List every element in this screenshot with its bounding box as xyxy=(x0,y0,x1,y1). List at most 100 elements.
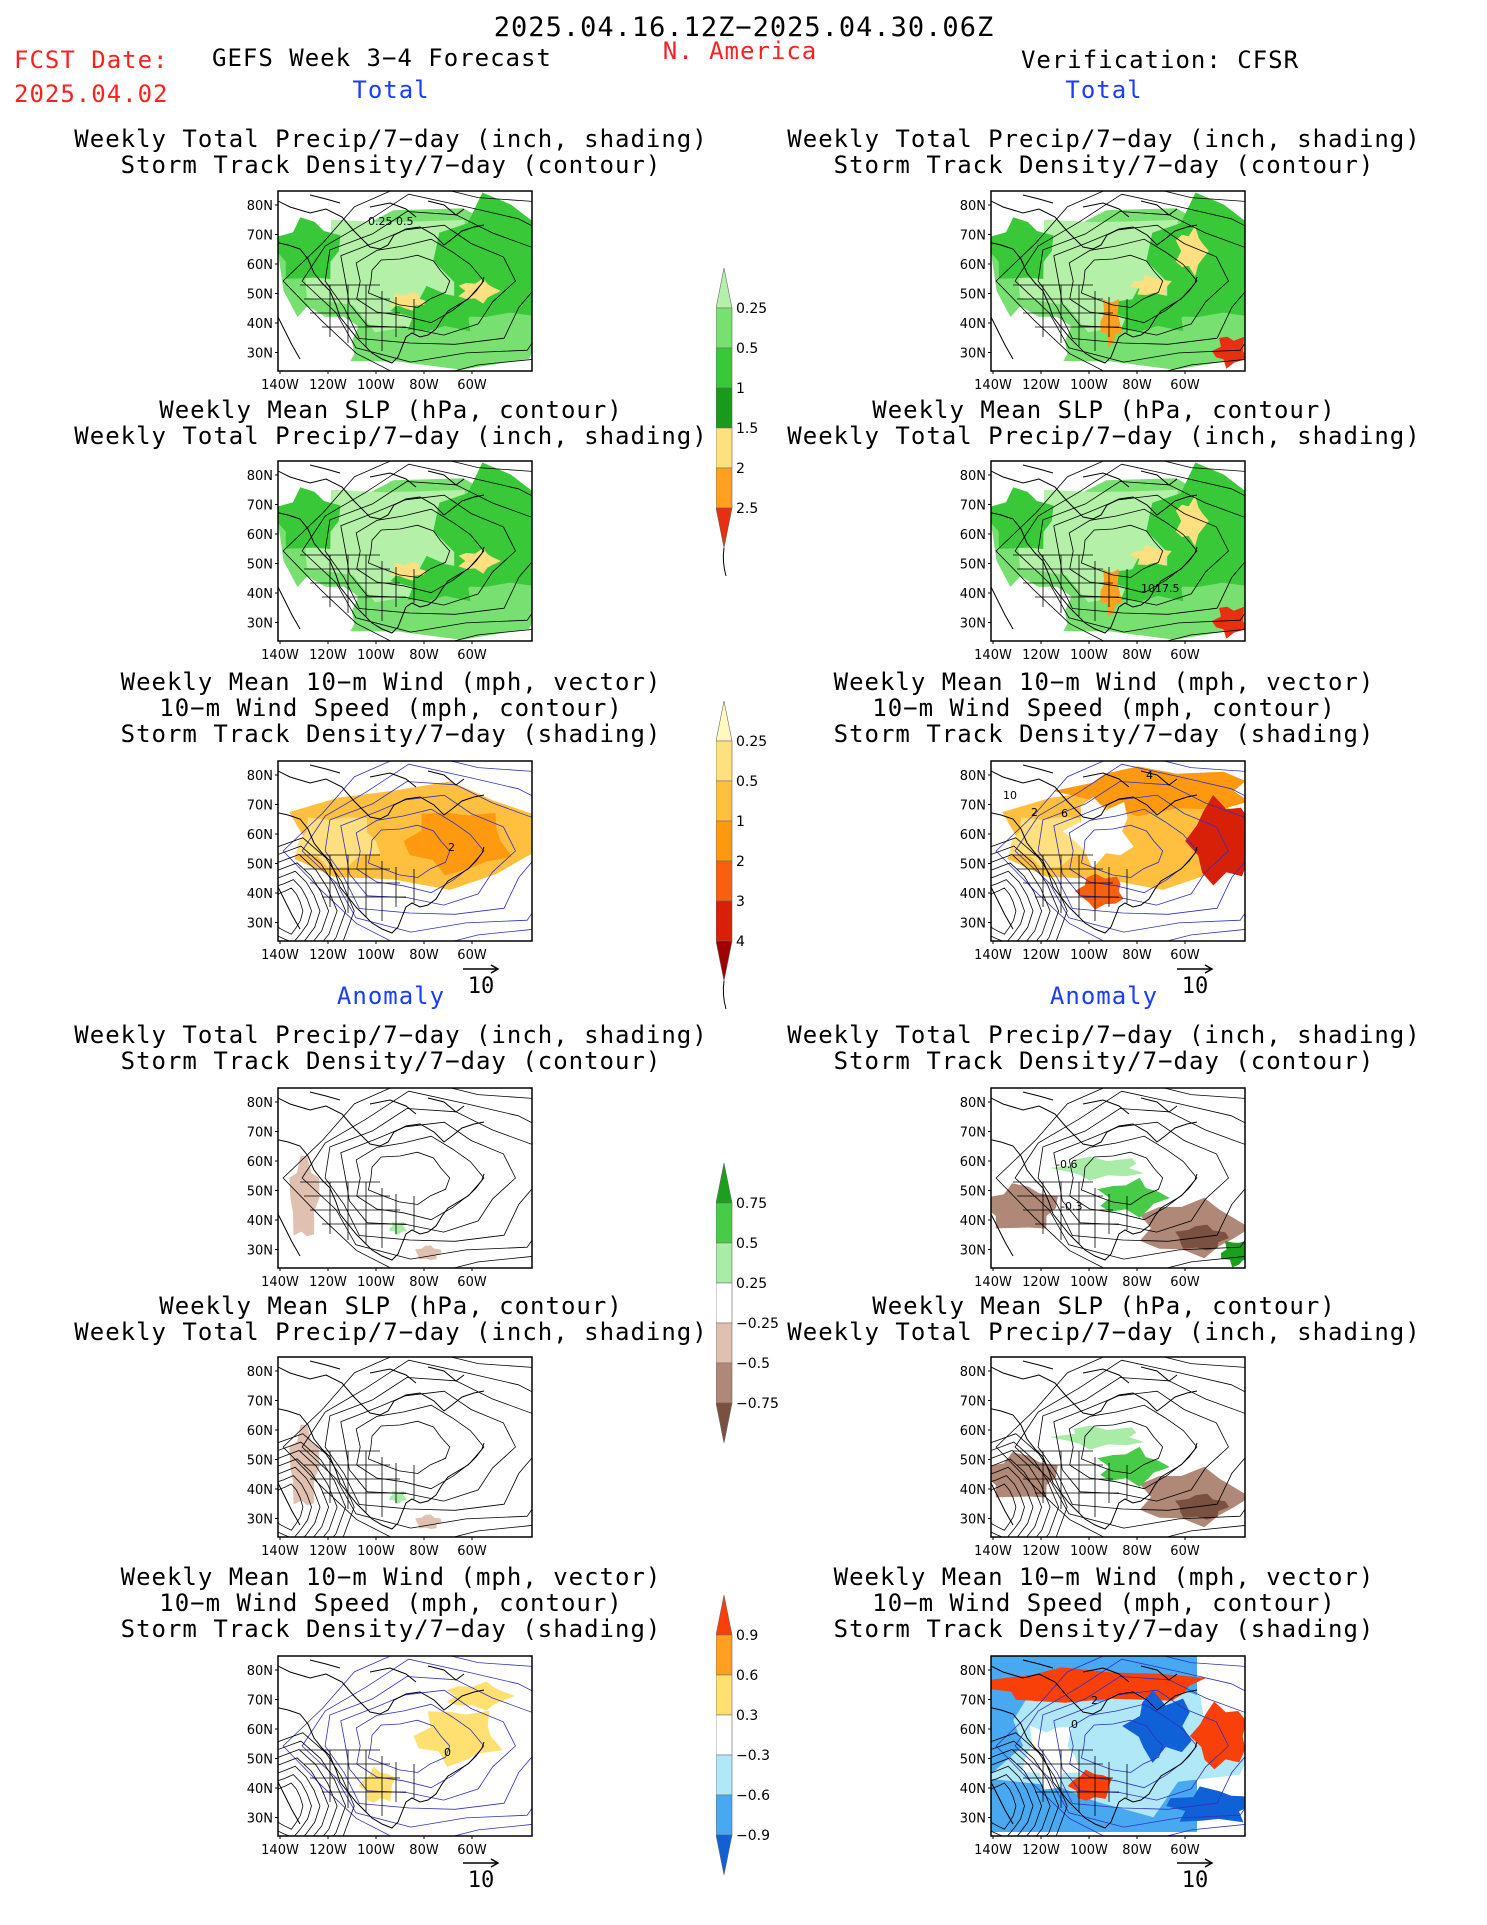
lon-tick-label: 80W xyxy=(1122,948,1152,963)
contour-line xyxy=(278,1450,338,1537)
contour-line xyxy=(367,254,451,308)
contour-line xyxy=(301,193,532,363)
contour-line xyxy=(324,211,532,345)
arrow-right-icon xyxy=(463,964,500,974)
lat-tick-label: 70N xyxy=(247,499,273,514)
precip-shading xyxy=(389,291,426,311)
coastline xyxy=(278,194,485,364)
lon-tick-label: 60W xyxy=(457,378,487,393)
lon-tick-label: 100W xyxy=(1070,1275,1108,1290)
lon-tick-label: 60W xyxy=(457,1544,487,1559)
precip-shading xyxy=(1129,544,1172,566)
panel-title: Storm Track Density/7−day (contour) xyxy=(833,151,1375,179)
contour-line xyxy=(991,1765,1034,1836)
colorbar-segment xyxy=(715,1202,733,1244)
lat-tick-label: 50N xyxy=(960,288,986,303)
contour-line xyxy=(1037,481,1245,615)
storm-shading xyxy=(1053,766,1245,817)
contour-line xyxy=(991,837,1068,941)
colorbar-segment xyxy=(715,1594,733,1636)
map-field xyxy=(278,1656,532,1836)
map-fcst-total-slp-precip: 80N 70N 60N 50N 40N 30N 140W 120W 100W 80W 60W xyxy=(230,457,536,669)
coastline xyxy=(278,1707,301,1825)
lat-tick-label: 30N xyxy=(247,617,273,632)
panel-title: 10−m Wind Speed (mph, contour) xyxy=(872,694,1336,722)
lat-tick-label: 40N xyxy=(960,587,986,602)
coastline xyxy=(278,1139,301,1257)
panel-title: Weekly Total Precip/7−day (inch, shading… xyxy=(74,125,708,153)
coastline xyxy=(278,1408,301,1526)
lon-tick-label: 100W xyxy=(1070,948,1108,963)
contour-line xyxy=(1037,211,1245,345)
map-fcst-total-precip-storm: 80N 70N 60N 50N 40N 30N 140W 120W 100W 80W 60W 0.25… xyxy=(230,187,536,399)
map-obs-total-precip-storm: 80N 70N 60N 50N 40N 30N 140W 120W 100W 80W 60W xyxy=(943,187,1249,399)
vector-reference-label: 10 xyxy=(467,974,495,999)
state-borders xyxy=(1013,284,1128,351)
lat-tick-label: 30N xyxy=(247,917,273,932)
anomaly-shading xyxy=(1049,1156,1145,1181)
colorbar-tick-label: −0.9 xyxy=(736,1828,770,1844)
state-borders xyxy=(1013,1749,1128,1816)
lat-tick-label: 40N xyxy=(960,1483,986,1498)
precip-shading xyxy=(1175,225,1209,277)
map-frame xyxy=(277,760,533,942)
lat-tick-label: 60N xyxy=(960,1723,986,1738)
colorbar-tail xyxy=(722,547,727,577)
lon-tick-label: 80W xyxy=(409,948,439,963)
region-title: N. America xyxy=(662,37,818,65)
lat-tick-label: 50N xyxy=(247,558,273,573)
lon-tick-label: 140W xyxy=(261,948,299,963)
contour-line xyxy=(1053,1689,1229,1801)
colorbar-segment xyxy=(715,507,733,549)
contour-line xyxy=(1037,781,1245,915)
contour-label: 2 xyxy=(1031,806,1038,819)
lon-tick-label: 120W xyxy=(309,948,347,963)
lat-tick-label: 60N xyxy=(960,828,986,843)
lon-tick-label: 60W xyxy=(1170,948,1200,963)
lon-tick-label: 140W xyxy=(974,1544,1012,1559)
map-fcst-anom-precip-storm: 80N 70N 60N 50N 40N 30N 140W 120W 100W 80W 60W xyxy=(230,1084,536,1296)
map-frame xyxy=(277,1655,533,1837)
lon-tick-label: 80W xyxy=(1122,1843,1152,1858)
contour-line xyxy=(991,1740,1060,1836)
vector-reference: 10 xyxy=(1170,1858,1220,1893)
contour-line xyxy=(991,845,1060,941)
colorbar-tick-label: −0.75 xyxy=(736,1396,779,1412)
contour-line xyxy=(1014,763,1245,933)
lon-tick-label: 120W xyxy=(309,378,347,393)
lat-tick-label: 40N xyxy=(960,887,986,902)
colorbar-segment xyxy=(715,1322,733,1364)
colorbar-tick-label: 1 xyxy=(736,814,745,830)
lat-tick-label: 80N xyxy=(247,199,273,214)
contour-line xyxy=(278,1774,312,1836)
colorbar-segment xyxy=(715,1162,733,1204)
colorbar-tick-label: 2 xyxy=(736,461,745,477)
lat-tick-label: 60N xyxy=(247,1155,273,1170)
contour-line xyxy=(301,763,532,933)
colorbar-segment xyxy=(715,467,733,509)
colorbar-tick-label: 3 xyxy=(736,894,745,910)
contour-line xyxy=(355,1135,485,1221)
lon-tick-label: 140W xyxy=(261,1843,299,1858)
panel-title: Storm Track Density/7−day (shading) xyxy=(833,720,1375,748)
lat-tick-label: 40N xyxy=(247,1214,273,1229)
contour-line xyxy=(995,1088,1245,1268)
lat-tick-label: 30N xyxy=(247,347,273,362)
lat-tick-label: 30N xyxy=(247,1812,273,1827)
verification-title: Verification: CFSR xyxy=(1020,46,1300,74)
colorbar-segment xyxy=(715,1714,733,1756)
lon-tick-label: 120W xyxy=(1022,378,1060,393)
anomaly-shading xyxy=(1097,1177,1170,1218)
contour-line xyxy=(991,862,1043,941)
lon-tick-label: 80W xyxy=(409,1843,439,1858)
lat-tick-label: 50N xyxy=(247,858,273,873)
section-total-left: Total xyxy=(352,76,430,104)
lon-tick-label: 140W xyxy=(974,1275,1012,1290)
contour-line xyxy=(324,1676,532,1810)
lon-tick-label: 140W xyxy=(974,948,1012,963)
panel-title: Storm Track Density/7−day (shading) xyxy=(120,1615,662,1643)
contour-line xyxy=(991,1749,1051,1836)
lon-tick-label: 100W xyxy=(1070,1544,1108,1559)
lat-tick-label: 30N xyxy=(960,1244,986,1259)
lat-tick-label: 40N xyxy=(960,317,986,332)
